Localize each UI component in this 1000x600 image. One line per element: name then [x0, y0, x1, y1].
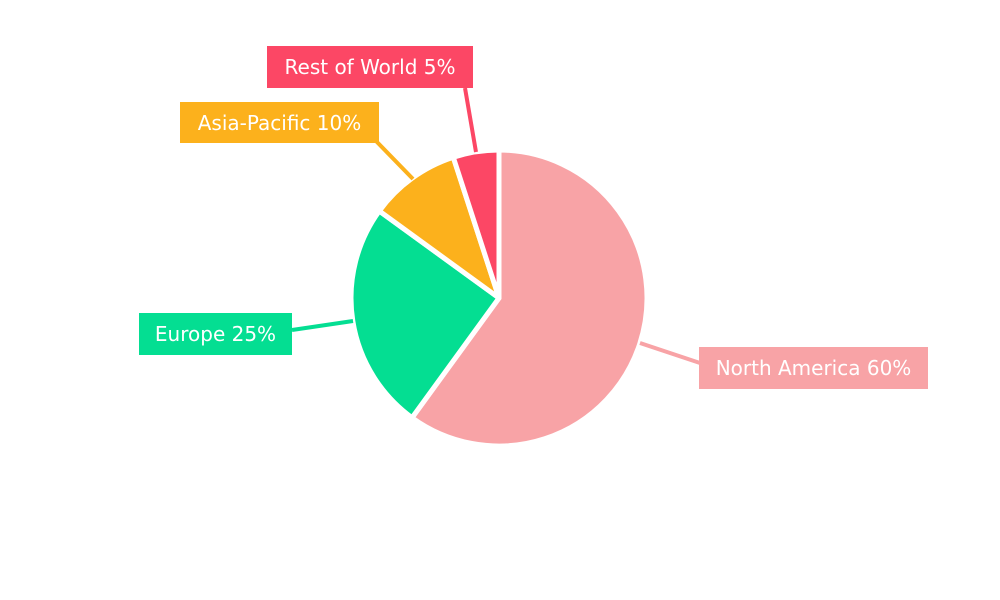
leader-line-europe: [291, 319, 354, 332]
callout-label-asia-pacific: Asia-Pacific 10%: [180, 102, 379, 143]
callout-label-europe: Europe 25%: [139, 313, 292, 355]
callout-label-north-america: North America 60%: [699, 347, 928, 389]
leader-line-asia-pacific: [374, 139, 415, 181]
leader-line-rest-of-world: [463, 87, 478, 153]
leader-line-north-america: [639, 341, 701, 365]
callout-label-rest-of-world: Rest of World 5%: [267, 46, 473, 88]
